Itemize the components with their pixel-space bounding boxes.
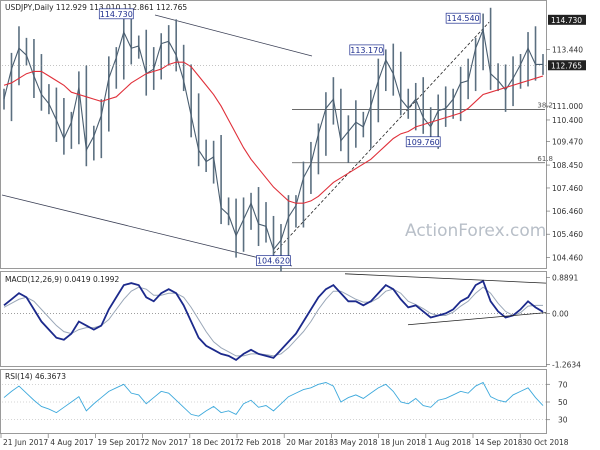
rsi-tick-label: 70 [558, 380, 568, 389]
price-layer: 38.2 61.8 114.730 113.170 114.540 109.760 104.… [1, 7, 553, 272]
current-price-tag [548, 60, 586, 71]
rsi-layer [2, 381, 546, 420]
x-tick-label: 3 May 2018 [333, 438, 377, 447]
macd-tick-label: 0.8891 [552, 273, 578, 282]
rising-trendline [273, 21, 490, 254]
x-tick-label: 2 Feb 2018 [239, 438, 281, 447]
x-tick-label: 4 Aug 2017 [50, 438, 93, 447]
top-price-tag [548, 14, 586, 25]
x-tick-label: 2 Nov 2017 [145, 438, 188, 447]
macd-panel-frame [0, 271, 547, 367]
lower-channel-line [1, 194, 293, 267]
price-tick-label: 114.730 [551, 16, 582, 25]
x-tick-label: 18 Jun 2018 [381, 438, 426, 447]
price-tick-label: 107.460 [552, 184, 583, 193]
upper-channel-line [154, 14, 313, 57]
price-panel-frame [0, 0, 547, 269]
macd-lower-trendline [407, 312, 547, 326]
x-tick-label: 1 Aug 2018 [428, 438, 471, 447]
price-tick-label: 106.460 [552, 207, 583, 216]
fib-label-38-2: 38.2 [537, 102, 553, 110]
macd-signal-line [3, 286, 543, 357]
macd-tick-label: 0.00 [552, 309, 569, 318]
price-close-line [3, 27, 543, 251]
price-tick-label: 109.470 [552, 137, 583, 146]
annotation-label-114-730: 114.730 [100, 10, 133, 19]
moving-average-line [3, 61, 544, 204]
x-tick-label: 19 Sep 2017 [97, 438, 145, 447]
macd-upper-trendline [344, 273, 547, 284]
annotation-box-114-540 [445, 12, 481, 24]
rsi-tick-label: 30 [558, 416, 568, 425]
x-tick-label: 20 Mar 2018 [286, 438, 334, 447]
annotation-label-114-540: 114.540 [447, 14, 480, 23]
price-tick-label: 112.765 [551, 61, 582, 70]
x-tick-label: 18 Dec 2017 [192, 438, 240, 447]
x-tick-label: 14 Sep 2018 [475, 438, 523, 447]
rsi-panel-frame [0, 369, 547, 434]
annotation-label-109-760: 109.760 [407, 138, 440, 147]
price-tick-label: 108.450 [552, 161, 583, 170]
fib-label-61-8: 61.8 [537, 155, 553, 163]
price-tick-label: 111.000 [552, 102, 583, 111]
price-tick-label: 113.440 [552, 46, 583, 55]
rsi-line [3, 381, 544, 417]
rsi-panel-title: RSI(14) 46.3673 [5, 372, 66, 381]
x-tick-label: 30 Oct 2018 [522, 438, 569, 447]
rsi-tick-label: 50 [558, 398, 568, 407]
price-tick-label: 104.460 [552, 253, 583, 262]
watermark: ActionForex.com [405, 221, 546, 241]
axes-layer: 114.730 113.440 112.765 111.000 110.400 109.4… [0, 14, 586, 447]
macd-layer [2, 273, 547, 362]
annotation-box-114-730 [98, 8, 134, 20]
annotation-box-113-170 [349, 44, 385, 56]
annotation-label-113-170: 113.170 [350, 46, 383, 55]
annotation-box-109-760 [405, 136, 441, 148]
macd-panel-title: MACD(12,26,9) 0.0419 0.1992 [5, 275, 119, 284]
price-tick-label: 110.400 [552, 116, 583, 125]
macd-tick-label: -1.2634 [552, 361, 581, 370]
x-tick-label: 21 Jun 2017 [3, 438, 48, 447]
price-panel-title: USDJPY,Daily 112.929 113.010 112.861 112… [5, 3, 187, 12]
price-tick-label: 105.460 [552, 230, 583, 239]
annotation-box-104-620 [256, 255, 291, 267]
macd-line [3, 279, 544, 362]
annotation-label-104-620: 104.620 [257, 257, 290, 266]
